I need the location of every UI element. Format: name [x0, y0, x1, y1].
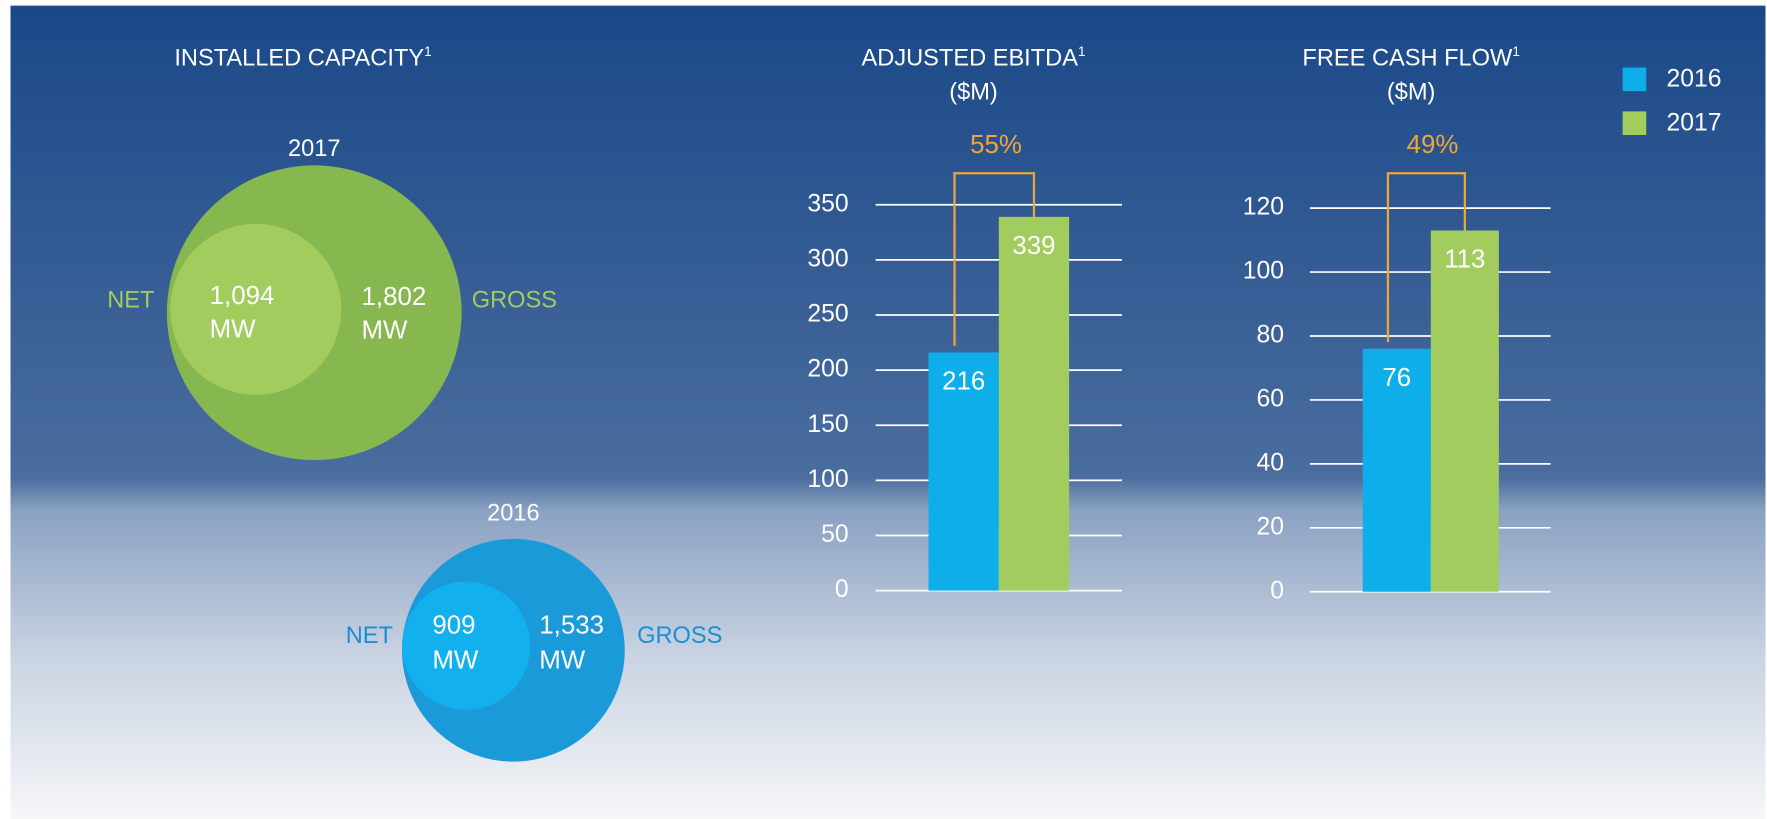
gross-value: 1,533 — [539, 611, 604, 639]
title-note: 1 — [1512, 43, 1520, 58]
year-label: 2016 — [487, 500, 540, 526]
legend-label: 2017 — [1667, 109, 1722, 136]
y-tick-label: 60 — [1256, 385, 1284, 412]
bar — [928, 352, 999, 591]
y-tick-label: 250 — [807, 301, 848, 328]
unit: MW — [432, 646, 479, 674]
net-value: 1,094 — [210, 282, 275, 310]
y-tick-label: 100 — [807, 466, 848, 493]
chart-title: ADJUSTED EBITDA1 — [862, 43, 1086, 72]
y-tick-label: 0 — [835, 576, 849, 603]
value-label: 216 — [942, 368, 985, 396]
title-text: FREE CASH FLOW — [1302, 46, 1513, 72]
legend-label: 2016 — [1667, 65, 1722, 92]
unit: MW — [210, 316, 257, 344]
net-label: NET — [107, 288, 154, 314]
gross-label: GROSS — [472, 288, 557, 314]
gross-label: GROSS — [637, 623, 722, 649]
y-tick-label: 120 — [1243, 194, 1284, 221]
growth-bracket — [1386, 172, 1466, 343]
value-label: 113 — [1444, 246, 1485, 274]
y-tick-label: 200 — [807, 356, 848, 383]
title-text: ADJUSTED EBITDA — [862, 46, 1079, 72]
net-circle — [402, 581, 531, 710]
y-tick-label: 40 — [1256, 449, 1284, 476]
y-tick-label: 150 — [807, 411, 848, 438]
y-tick-label: 80 — [1256, 322, 1284, 349]
chart-title: FREE CASH FLOW1 — [1302, 43, 1519, 72]
y-tick-label: 20 — [1256, 513, 1284, 540]
legend-swatch — [1622, 111, 1647, 135]
y-tick-label: 0 — [1270, 577, 1284, 604]
title-note: 1 — [424, 43, 432, 58]
capacity-title: INSTALLED CAPACITY1 — [174, 43, 431, 72]
unit: MW — [362, 317, 409, 345]
growth-annotation: 55% — [970, 131, 1022, 159]
unit: MW — [539, 646, 586, 674]
growth-annotation: 49% — [1407, 131, 1459, 159]
gross-value: 1,802 — [362, 283, 427, 311]
y-tick-label: 350 — [807, 190, 848, 217]
legend-swatch — [1622, 67, 1647, 92]
value-label: 339 — [1012, 232, 1055, 260]
chart-subtitle: ($M) — [949, 80, 998, 106]
growth-bracket — [953, 172, 1036, 346]
net-label: NET — [346, 623, 393, 649]
bar — [998, 216, 1070, 591]
bar — [1430, 230, 1499, 592]
value-label: 76 — [1382, 364, 1411, 392]
net-value: 909 — [432, 611, 475, 639]
year-label: 2017 — [288, 136, 341, 162]
net-circle — [170, 223, 342, 395]
y-tick-label: 100 — [1243, 258, 1284, 285]
y-tick-label: 300 — [807, 245, 848, 272]
title-note: 1 — [1078, 43, 1086, 58]
y-tick-label: 50 — [821, 521, 849, 548]
title-text: INSTALLED CAPACITY — [174, 46, 424, 72]
chart-subtitle: ($M) — [1387, 80, 1436, 106]
bar — [1362, 348, 1431, 592]
